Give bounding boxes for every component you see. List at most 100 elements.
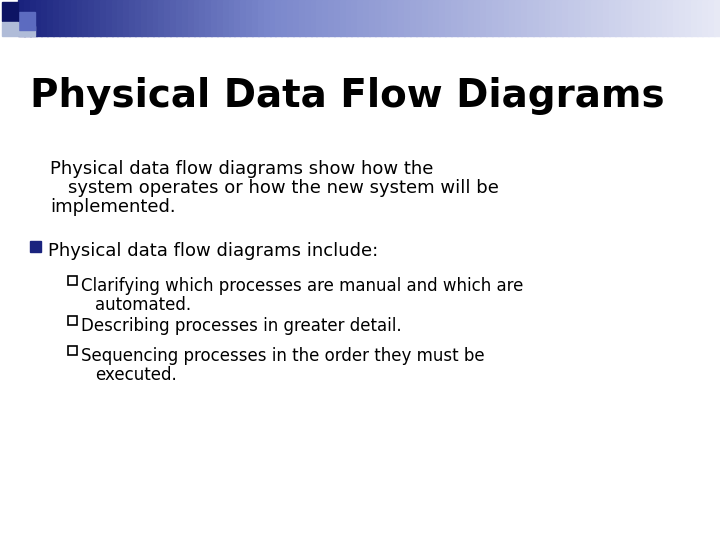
Bar: [650, 0, 657, 36]
Bar: [346, 0, 353, 36]
Bar: [340, 0, 346, 36]
Bar: [153, 0, 159, 36]
Bar: [580, 0, 587, 36]
Bar: [697, 0, 703, 36]
Bar: [188, 0, 194, 36]
Bar: [205, 0, 212, 36]
Bar: [181, 0, 189, 36]
Bar: [334, 0, 341, 36]
Bar: [211, 0, 218, 36]
Bar: [94, 0, 101, 36]
Bar: [293, 0, 300, 36]
Bar: [375, 0, 382, 36]
Bar: [387, 0, 393, 36]
Bar: [708, 0, 715, 36]
Bar: [287, 0, 294, 36]
Bar: [690, 0, 698, 36]
Text: implemented.: implemented.: [50, 198, 176, 216]
Bar: [89, 0, 95, 36]
Bar: [229, 0, 235, 36]
Bar: [112, 0, 119, 36]
Bar: [568, 0, 575, 36]
Bar: [632, 0, 639, 36]
Bar: [164, 0, 171, 36]
Bar: [100, 0, 107, 36]
Bar: [544, 0, 552, 36]
Bar: [19, 26, 35, 36]
Bar: [275, 0, 282, 36]
Bar: [71, 0, 78, 36]
Bar: [422, 0, 428, 36]
Bar: [597, 0, 604, 36]
Bar: [703, 0, 709, 36]
Bar: [398, 0, 405, 36]
Bar: [323, 0, 329, 36]
Bar: [158, 0, 166, 36]
Bar: [264, 0, 271, 36]
Bar: [638, 0, 645, 36]
Text: Physical data flow diagrams show how the: Physical data flow diagrams show how the: [50, 160, 433, 178]
Bar: [68, 276, 77, 285]
Bar: [199, 0, 206, 36]
Bar: [2, 2, 18, 21]
Bar: [416, 0, 423, 36]
Text: Sequencing processes in the order they must be: Sequencing processes in the order they m…: [81, 347, 485, 365]
Bar: [404, 0, 411, 36]
Bar: [410, 0, 417, 36]
Bar: [451, 0, 458, 36]
Bar: [369, 0, 376, 36]
Text: Physical Data Flow Diagrams: Physical Data Flow Diagrams: [30, 77, 665, 115]
Bar: [527, 0, 534, 36]
Bar: [615, 0, 621, 36]
Bar: [252, 0, 259, 36]
Bar: [656, 0, 662, 36]
Bar: [679, 0, 686, 36]
Bar: [222, 0, 230, 36]
Bar: [474, 0, 481, 36]
Bar: [609, 0, 616, 36]
Bar: [591, 0, 598, 36]
Text: system operates or how the new system will be: system operates or how the new system wi…: [68, 179, 499, 197]
Bar: [117, 0, 125, 36]
Bar: [53, 0, 60, 36]
Bar: [585, 0, 593, 36]
Bar: [135, 0, 142, 36]
Bar: [316, 0, 323, 36]
Bar: [456, 0, 464, 36]
Bar: [510, 0, 516, 36]
Bar: [539, 0, 546, 36]
Bar: [106, 0, 112, 36]
Bar: [357, 0, 364, 36]
Bar: [439, 0, 446, 36]
Bar: [141, 0, 148, 36]
Bar: [445, 0, 452, 36]
Bar: [30, 241, 41, 252]
Bar: [621, 0, 627, 36]
Bar: [129, 0, 136, 36]
Bar: [170, 0, 177, 36]
Bar: [574, 0, 580, 36]
Bar: [562, 0, 569, 36]
Bar: [282, 0, 288, 36]
Bar: [557, 0, 563, 36]
Bar: [498, 0, 505, 36]
Bar: [76, 0, 84, 36]
Text: Describing processes in greater detail.: Describing processes in greater detail.: [81, 317, 402, 335]
Bar: [42, 0, 48, 36]
Bar: [246, 0, 253, 36]
Bar: [59, 0, 66, 36]
Bar: [82, 0, 89, 36]
Bar: [503, 0, 510, 36]
Bar: [469, 0, 475, 36]
Bar: [258, 0, 265, 36]
Text: automated.: automated.: [95, 296, 191, 314]
Bar: [30, 0, 37, 36]
Bar: [381, 0, 387, 36]
Bar: [363, 0, 370, 36]
Bar: [147, 0, 153, 36]
Bar: [714, 0, 720, 36]
Bar: [492, 0, 499, 36]
Text: executed.: executed.: [95, 366, 176, 384]
Bar: [48, 0, 54, 36]
Bar: [550, 0, 557, 36]
